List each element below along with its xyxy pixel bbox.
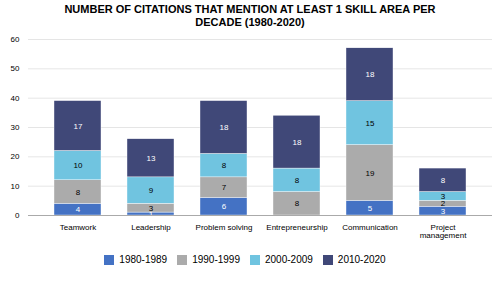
svg-text:17: 17 <box>74 122 83 131</box>
svg-text:18: 18 <box>366 71 375 80</box>
svg-text:8: 8 <box>441 176 446 185</box>
svg-text:3: 3 <box>149 204 154 213</box>
svg-text:18: 18 <box>293 138 302 147</box>
svg-text:10: 10 <box>74 162 83 171</box>
html-text:2000-2009: 2000-2009 <box>265 254 313 266</box>
svg-text:4: 4 <box>76 206 81 215</box>
svg-text:30: 30 <box>11 123 20 132</box>
svg-text:5: 5 <box>368 204 373 213</box>
svg-text:0: 0 <box>15 211 20 220</box>
svg-text:2: 2 <box>440 199 446 209</box>
svg-text:20: 20 <box>11 153 20 162</box>
svg-text:1: 1 <box>148 210 154 219</box>
svg-text:10: 10 <box>11 182 20 191</box>
svg-text:6: 6 <box>222 203 227 212</box>
svg-text:Entrepreneurship: Entrepreneurship <box>266 224 328 233</box>
html-text:1990-1999: 1990-1999 <box>192 254 240 266</box>
svg-text:Communication: Communication <box>342 224 398 233</box>
svg-text:40: 40 <box>11 94 20 103</box>
svg-text:3: 3 <box>441 192 446 201</box>
svg-text:Leadership: Leadership <box>131 224 171 233</box>
svg-text:8: 8 <box>76 188 81 197</box>
svg-text:60: 60 <box>11 35 20 44</box>
svg-text:19: 19 <box>366 169 375 178</box>
svg-text:50: 50 <box>11 65 20 74</box>
html-text:1980-1989: 1980-1989 <box>119 254 168 266</box>
html-text:NUMBER OF CITATIONS THAT MENTI: NUMBER OF CITATIONS THAT MENTION AT LEAS… <box>64 3 436 29</box>
svg-text:3: 3 <box>440 207 446 216</box>
svg-text:7: 7 <box>222 184 227 193</box>
svg-text:8: 8 <box>295 200 300 209</box>
svg-text:13: 13 <box>147 154 156 163</box>
svg-text:Problem solving: Problem solving <box>196 224 253 233</box>
svg-text:Projectmanagement: Projectmanagement <box>420 224 467 241</box>
html-text:2010-2020: 2010-2020 <box>337 254 386 266</box>
svg-text:18: 18 <box>220 123 229 132</box>
svg-text:15: 15 <box>366 119 375 128</box>
svg-text:Teamwork: Teamwork <box>60 224 97 233</box>
svg-text:9: 9 <box>149 187 154 196</box>
svg-text:8: 8 <box>222 162 227 171</box>
svg-text:8: 8 <box>295 176 300 185</box>
